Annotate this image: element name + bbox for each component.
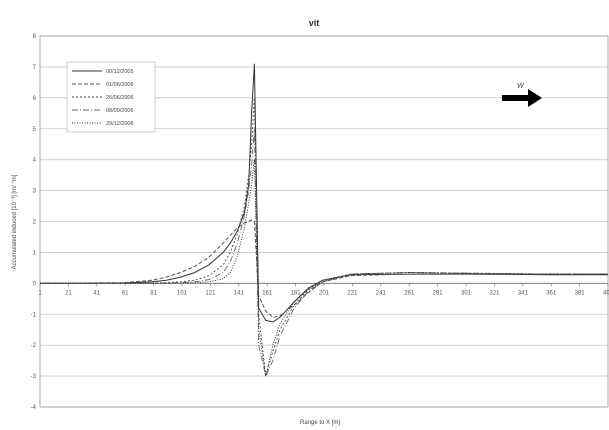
x-tick-label: 21 <box>65 290 72 296</box>
x-tick-label: 221 <box>347 290 358 296</box>
series-line <box>40 159 608 377</box>
y-tick-label: 1 <box>33 250 37 256</box>
x-tick-label: 121 <box>205 290 216 296</box>
x-tick-label: 341 <box>518 290 529 296</box>
legend-label: 08/09/2006 <box>106 108 134 114</box>
plot-frame <box>39 35 609 408</box>
arrow-right-icon <box>502 89 542 107</box>
y-tick-label: 2 <box>33 220 37 226</box>
x-tick-label: 401 <box>603 290 609 296</box>
x-tick-label: 301 <box>461 290 472 296</box>
y-tick-label: 4 <box>33 158 37 164</box>
y-tick-label: -3 <box>31 374 37 380</box>
y-tick-label: 6 <box>33 96 37 102</box>
y-tick-label: 8 <box>33 34 37 40</box>
x-tick-label: 61 <box>122 290 129 296</box>
y-axis-label: Accumulated induced [10⁻³] [m/ °m] <box>12 174 18 269</box>
series-line <box>39 219 608 318</box>
annotation-label: W <box>517 83 525 90</box>
series-layer <box>39 63 608 378</box>
x-tick-label: 201 <box>319 290 330 296</box>
series-line <box>40 97 608 377</box>
x-tick-label: 41 <box>93 290 100 296</box>
y-tick-label: -2 <box>31 343 37 349</box>
legend-label: 29/12/2006 <box>106 121 134 127</box>
legend-label: 01/06/2006 <box>106 82 134 88</box>
x-tick-label: 1 <box>38 290 42 296</box>
y-tick-label: 7 <box>33 65 37 71</box>
x-tick-label: 141 <box>234 290 245 296</box>
y-tick-label: 5 <box>33 127 37 133</box>
x-tick-label: 261 <box>404 290 415 296</box>
legend: 00/12/2005 01/06/2006 26/06/2006 08/09/2006… <box>66 61 156 133</box>
x-tick-label: 161 <box>262 290 273 296</box>
y-tick-label: 3 <box>33 189 37 195</box>
x-tick-label: 321 <box>489 290 500 296</box>
x-tick-label: 81 <box>150 290 157 296</box>
legend-label: 00/12/2005 <box>106 69 134 75</box>
legend-label: 26/06/2006 <box>106 95 134 101</box>
y-tick-label: -4 <box>31 405 37 411</box>
x-tick-label: 381 <box>575 290 586 296</box>
x-tick-label: 181 <box>291 290 302 296</box>
x-tick-label: 361 <box>546 290 557 296</box>
chart-title: vit <box>309 18 320 28</box>
x-tick-label: 101 <box>177 290 188 296</box>
x-tick-label: 241 <box>376 290 387 296</box>
x-tick-label: 281 <box>433 290 444 296</box>
x-axis-label: Range to X [m] <box>300 420 340 426</box>
y-tick-label: 0 <box>33 281 37 287</box>
y-tick-label: -1 <box>31 312 37 318</box>
direction-annotation: W <box>502 83 542 107</box>
